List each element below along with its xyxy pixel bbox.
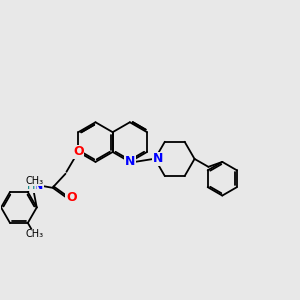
Text: N: N <box>152 152 163 165</box>
Text: CH₃: CH₃ <box>25 229 43 239</box>
Text: N: N <box>124 155 135 168</box>
Text: CH₃: CH₃ <box>25 176 43 186</box>
Text: H: H <box>27 181 35 191</box>
Text: N: N <box>32 179 43 192</box>
Text: O: O <box>73 146 84 158</box>
Text: O: O <box>66 191 77 204</box>
